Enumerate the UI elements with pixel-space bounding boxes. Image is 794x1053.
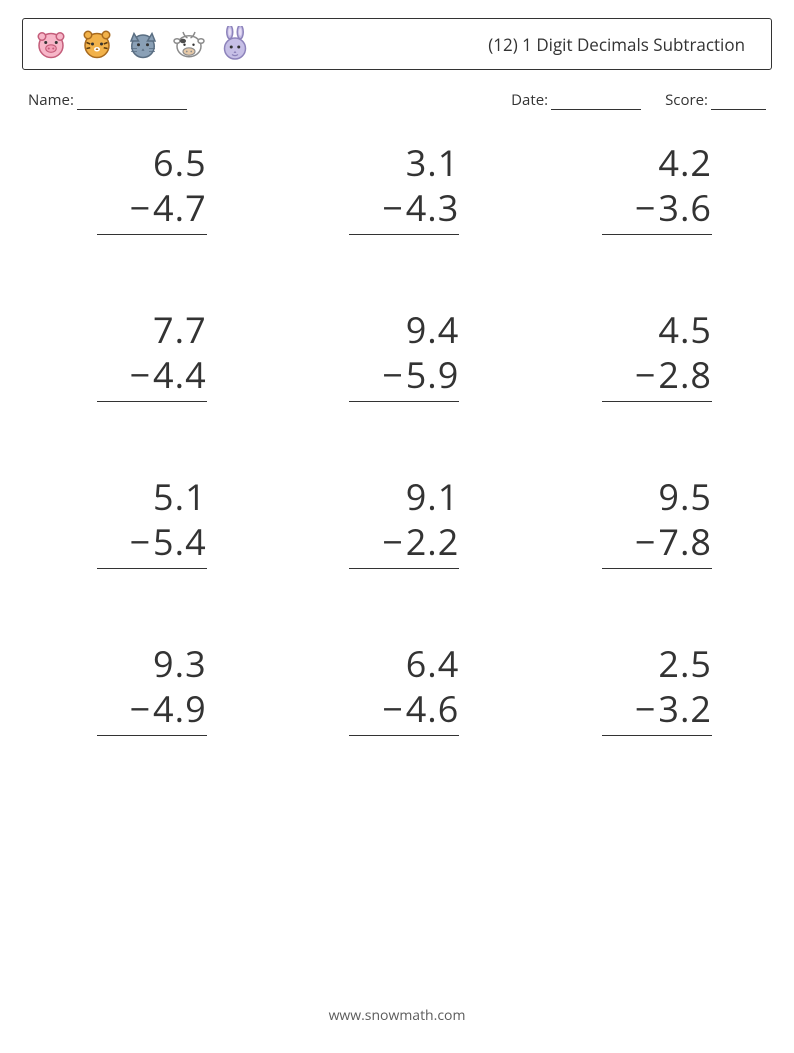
minuend: 9.5: [658, 474, 712, 519]
minuend: 9.4: [406, 307, 460, 352]
minus-sign: −: [129, 183, 151, 232]
subtrahend: −5.9: [382, 352, 459, 397]
minuend: 3.1: [406, 140, 460, 185]
answer-rule: [349, 234, 459, 235]
answer-rule: [602, 234, 712, 235]
header-box: (12) 1 Digit Decimals Subtraction: [22, 18, 772, 70]
minuend: 9.1: [406, 474, 460, 519]
answer-rule: [97, 735, 207, 736]
minus-sign: −: [382, 684, 404, 733]
problem: 4.2 −3.6: [563, 140, 736, 235]
name-underline: [77, 94, 187, 110]
name-label: Name:: [28, 90, 74, 110]
problem: 9.1 −2.2: [311, 474, 484, 569]
minuend: 2.5: [658, 641, 712, 686]
subtrahend: −3.2: [635, 686, 712, 731]
problem: 2.5 −3.2: [563, 641, 736, 736]
subtrahend: −4.6: [382, 686, 459, 731]
subtrahend-value: 2.8: [658, 350, 712, 399]
problem: 9.5 −7.8: [563, 474, 736, 569]
footer-url: www.snowmath.com: [0, 1006, 794, 1025]
problem: 6.5 −4.7: [58, 140, 231, 235]
problem: 5.1 −5.4: [58, 474, 231, 569]
subtrahend: −5.4: [129, 519, 206, 564]
subtrahend: −7.8: [635, 519, 712, 564]
minus-sign: −: [382, 517, 404, 566]
minuend: 9.3: [153, 641, 207, 686]
minus-sign: −: [635, 350, 657, 399]
subtrahend-value: 4.9: [153, 684, 207, 733]
minus-sign: −: [635, 684, 657, 733]
worksheet-title: (12) 1 Digit Decimals Subtraction: [488, 33, 755, 56]
subtrahend-value: 5.4: [153, 517, 207, 566]
worksheet-page: (12) 1 Digit Decimals Subtraction Name: …: [0, 0, 794, 1053]
problem: 6.4 −4.6: [311, 641, 484, 736]
minus-sign: −: [129, 350, 151, 399]
name-field: Name:: [28, 90, 187, 110]
subtrahend-value: 3.6: [658, 183, 712, 232]
problem: 3.1 −4.3: [311, 140, 484, 235]
score-underline: [711, 94, 766, 110]
subtrahend-value: 4.6: [406, 684, 460, 733]
minuend: 4.5: [658, 307, 712, 352]
score-field: Score:: [665, 90, 766, 110]
subtrahend: −4.3: [382, 185, 459, 230]
minus-sign: −: [129, 684, 151, 733]
minuend: 5.1: [153, 474, 207, 519]
answer-rule: [97, 568, 207, 569]
answer-rule: [349, 568, 459, 569]
subtrahend-value: 5.9: [406, 350, 460, 399]
subtrahend-value: 4.3: [406, 183, 460, 232]
meta-left: Name:: [28, 90, 187, 110]
date-underline: [551, 94, 641, 110]
score-label: Score:: [665, 90, 708, 110]
answer-rule: [349, 401, 459, 402]
answer-rule: [602, 401, 712, 402]
animal-icons-row: [33, 26, 253, 62]
answer-rule: [97, 234, 207, 235]
date-label: Date:: [511, 90, 548, 110]
minus-sign: −: [382, 350, 404, 399]
minus-sign: −: [635, 183, 657, 232]
subtrahend: −4.4: [129, 352, 206, 397]
date-field: Date:: [511, 90, 641, 110]
subtrahend-value: 2.2: [406, 517, 460, 566]
meta-right: Date: Score:: [511, 90, 766, 110]
pig-icon: [33, 26, 69, 62]
subtrahend-value: 3.2: [658, 684, 712, 733]
answer-rule: [602, 568, 712, 569]
subtrahend: −3.6: [635, 185, 712, 230]
minus-sign: −: [635, 517, 657, 566]
subtrahend-value: 7.8: [658, 517, 712, 566]
tiger-icon: [79, 26, 115, 62]
minuend: 6.4: [406, 641, 460, 686]
minuend: 6.5: [153, 140, 207, 185]
answer-rule: [97, 401, 207, 402]
minus-sign: −: [382, 183, 404, 232]
problem: 9.4 −5.9: [311, 307, 484, 402]
meta-row: Name: Date: Score:: [22, 90, 772, 110]
problem: 7.7 −4.4: [58, 307, 231, 402]
subtrahend: −4.7: [129, 185, 206, 230]
answer-rule: [349, 735, 459, 736]
bunny-icon: [217, 26, 253, 62]
cow-icon: [171, 26, 207, 62]
subtrahend-value: 4.7: [153, 183, 207, 232]
subtrahend-value: 4.4: [153, 350, 207, 399]
problems-grid: 6.5 −4.7 3.1 −4.3 4.2 −3.6 7.7 −4.4 9.4 …: [22, 140, 772, 736]
subtrahend: −2.8: [635, 352, 712, 397]
minuend: 7.7: [153, 307, 207, 352]
answer-rule: [602, 735, 712, 736]
cat-icon: [125, 26, 161, 62]
subtrahend: −2.2: [382, 519, 459, 564]
problem: 9.3 −4.9: [58, 641, 231, 736]
minus-sign: −: [129, 517, 151, 566]
subtrahend: −4.9: [129, 686, 206, 731]
problem: 4.5 −2.8: [563, 307, 736, 402]
minuend: 4.2: [658, 140, 712, 185]
